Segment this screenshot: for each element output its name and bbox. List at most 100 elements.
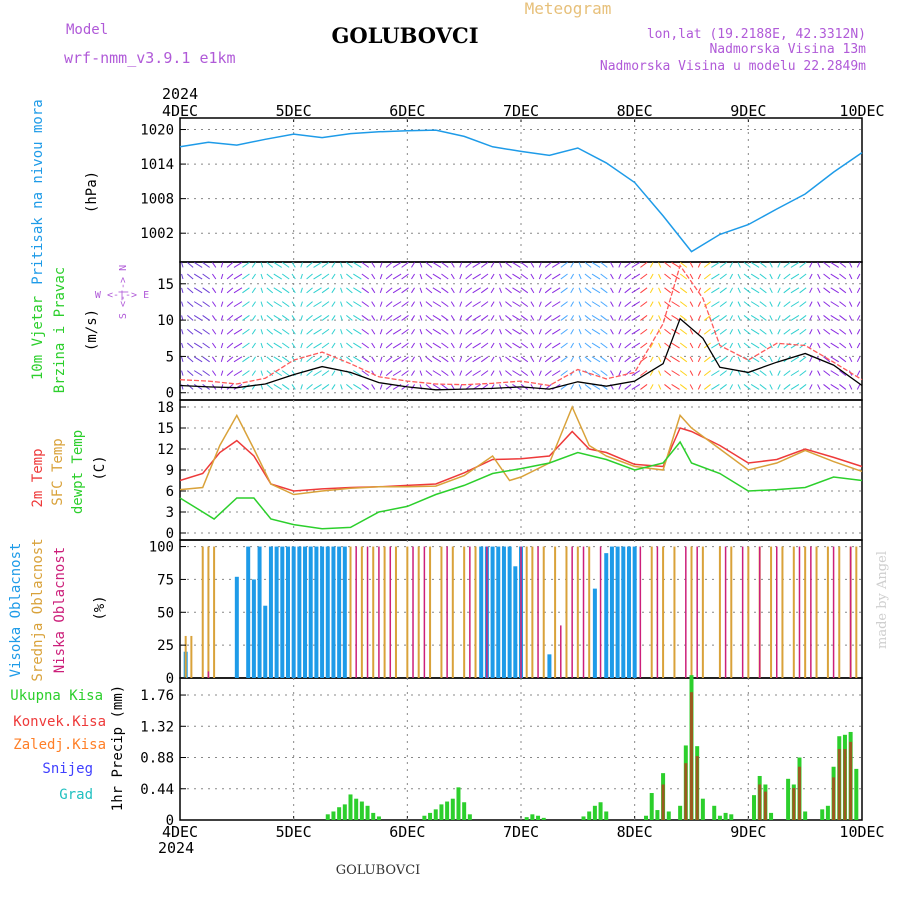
- wind-barb: [425, 342, 433, 349]
- wind-barb: [260, 329, 264, 335]
- wind-barb: [465, 356, 473, 363]
- wind-barb: [823, 273, 831, 280]
- wind-barb: [839, 342, 847, 349]
- wind-barb: [281, 261, 290, 268]
- wind-barb: [187, 342, 194, 349]
- station-title: GOLUBOVCI: [331, 23, 478, 48]
- wind-barb: [432, 328, 442, 335]
- top-time-tick-label: 10DEC: [839, 102, 884, 120]
- wind-barb: [260, 287, 264, 293]
- wind-barb: [226, 301, 234, 308]
- wind-barb: [610, 301, 614, 307]
- wind-barb: [520, 287, 529, 294]
- wind-barb: [459, 273, 463, 280]
- wind-barb: [703, 370, 711, 377]
- wind-barb: [187, 356, 194, 363]
- wind-barb: [202, 261, 210, 268]
- wind-barb: [331, 315, 336, 321]
- wind-barb: [281, 287, 290, 294]
- wind-barb: [273, 273, 282, 280]
- wind-barb: [671, 301, 680, 308]
- wind-barb: [823, 370, 831, 377]
- cloud-low-bar: [832, 546, 835, 678]
- wind-barb: [313, 356, 322, 363]
- wind-barb: [719, 262, 727, 268]
- wind-barb: [697, 315, 702, 321]
- wind-barb: [538, 262, 542, 268]
- top-time-tick-label: 4DEC: [162, 102, 198, 120]
- wind-barb: [783, 384, 791, 390]
- wind-barb: [512, 328, 521, 335]
- wind-barb: [520, 342, 529, 349]
- bottom-time-tick-label: 7DEC: [503, 823, 539, 841]
- wind-barb: [211, 301, 217, 307]
- wind-barb: [401, 370, 409, 377]
- pressure-y-tick-label: 1002: [140, 226, 174, 242]
- cloud-mid-bar: [815, 546, 818, 678]
- wind-barb: [560, 262, 568, 268]
- wind-barb: [790, 287, 800, 294]
- wind-barb: [187, 262, 194, 268]
- pressure-unit: (hPa): [84, 171, 100, 213]
- cloud-mid-bar: [690, 546, 693, 678]
- wind-barb: [769, 356, 773, 363]
- wind-barb: [703, 384, 711, 390]
- wind-barb: [321, 273, 330, 280]
- cloud-high-bar: [263, 605, 268, 678]
- wind-barb: [419, 370, 423, 376]
- wind-barb: [480, 328, 489, 335]
- wind-barb: [839, 301, 847, 308]
- wind-barb: [649, 370, 654, 376]
- cloud-mid-bar: [440, 546, 443, 678]
- wind-barb: [226, 370, 234, 377]
- wind-subtitle: Brzina i Pravac: [52, 267, 68, 393]
- cloud-mid-bar: [792, 546, 795, 678]
- wind-barb: [817, 384, 821, 390]
- cloud-low-bar: [656, 546, 659, 678]
- wind-barb: [379, 301, 383, 307]
- wind-barb: [719, 273, 727, 280]
- precip-total-bar: [530, 814, 535, 820]
- wind-barb: [321, 342, 330, 349]
- wind-barb: [640, 315, 648, 321]
- precip-total-bar: [592, 805, 597, 820]
- wind-barb: [856, 328, 861, 335]
- precip-convective-bar: [797, 766, 801, 820]
- wind-barb: [848, 342, 853, 349]
- wind-barb: [538, 356, 542, 363]
- wind-barb: [260, 315, 264, 321]
- wind-barb: [260, 262, 264, 268]
- cloud-mid-bar: [588, 546, 591, 678]
- precip-y-tick-label: 0: [166, 813, 174, 829]
- wind-barb: [750, 261, 760, 268]
- cloud-mid-bar: [804, 546, 807, 678]
- cloud-mid-bar: [770, 546, 773, 678]
- wind-barb: [689, 262, 694, 268]
- wind-barb: [759, 328, 767, 335]
- cloud-mid-bar: [576, 546, 579, 678]
- wind-barb: [313, 315, 322, 321]
- wind-barb: [737, 262, 741, 268]
- wind-barb: [679, 342, 688, 349]
- cloud-high-bar: [547, 654, 552, 678]
- wind-barb: [711, 370, 720, 377]
- precip-total-bar: [752, 795, 757, 820]
- wind-barb: [520, 315, 529, 321]
- cloud-mid-bar: [701, 546, 704, 678]
- wind-barb: [306, 342, 313, 349]
- wind-barb: [459, 329, 463, 335]
- wind-barb: [560, 273, 568, 280]
- wind-barb: [658, 384, 662, 390]
- wind-barb: [306, 356, 313, 363]
- cloud-low-bar: [423, 546, 426, 678]
- precip-total-bar: [644, 815, 649, 820]
- wind-barb: [610, 287, 614, 294]
- wind-barb: [711, 273, 720, 280]
- wind-barb: [658, 342, 662, 349]
- cloud-high-bar: [626, 546, 631, 678]
- precip-legend-frz: Zaledj.Kisa: [13, 737, 106, 753]
- wind-barb: [856, 262, 861, 268]
- wind-barb: [783, 262, 791, 268]
- wind-barb: [759, 315, 767, 321]
- wind-barb: [600, 356, 608, 363]
